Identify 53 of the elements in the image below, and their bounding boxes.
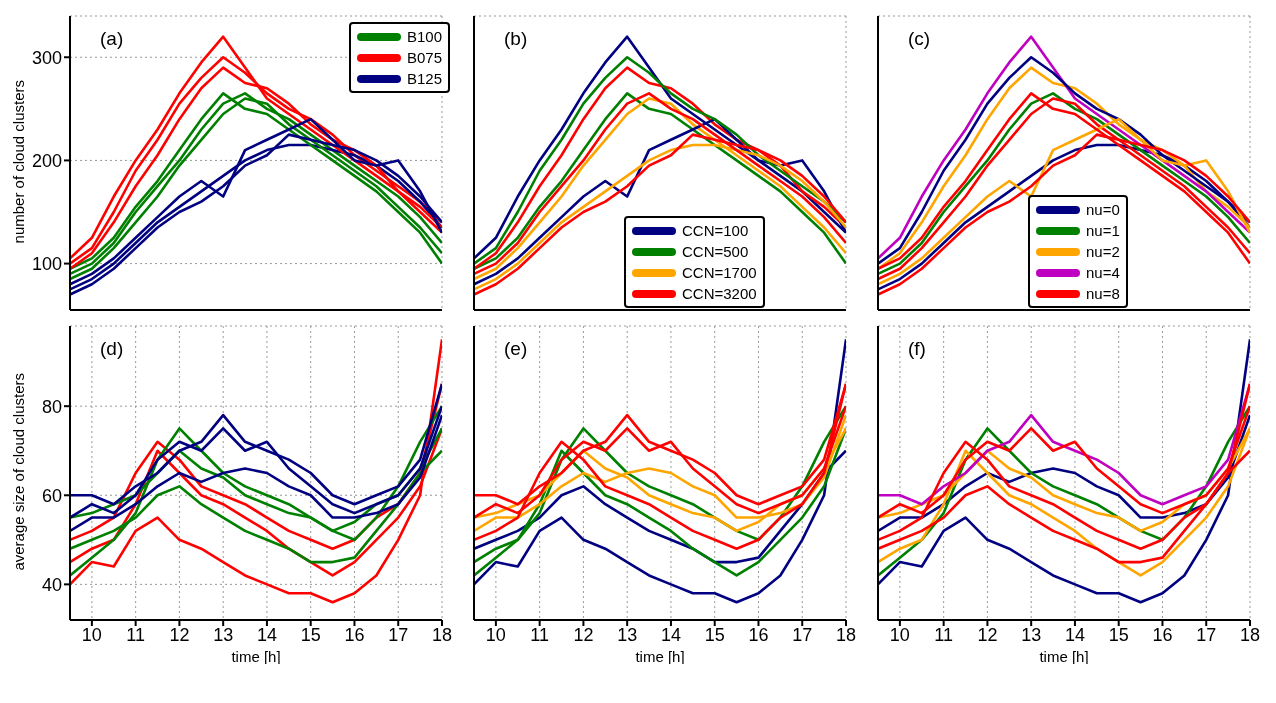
annotation: (d) bbox=[100, 338, 124, 360]
y-tick-label: 60 bbox=[41, 485, 62, 506]
x-tick-label: 14 bbox=[660, 624, 681, 645]
legend-label: nu=8 bbox=[1086, 285, 1120, 302]
x-tick-label: 10 bbox=[485, 624, 506, 645]
x-tick-label: 16 bbox=[1152, 624, 1173, 645]
x-tick-label: 18 bbox=[835, 624, 857, 645]
annotation: (e) bbox=[504, 338, 528, 360]
legend-label: nu=1 bbox=[1086, 222, 1120, 239]
legend-label: B075 bbox=[406, 49, 442, 66]
x-tick-label: 10 bbox=[81, 624, 102, 645]
x-tick-label: 17 bbox=[1196, 624, 1217, 645]
x-tick-label: 15 bbox=[300, 624, 321, 645]
x-tick-label: 13 bbox=[213, 624, 234, 645]
x-tick-label: 11 bbox=[530, 624, 549, 645]
annotation: (f) bbox=[908, 338, 926, 360]
legend-label: CCN=500 bbox=[682, 243, 749, 260]
x-tick-label: 18 bbox=[1239, 624, 1261, 645]
x-tick-label: 16 bbox=[748, 624, 769, 645]
annotation: (a) bbox=[100, 28, 124, 50]
x-tick-label: 12 bbox=[573, 624, 594, 645]
y-axis-title: average size of cloud clusters bbox=[9, 373, 27, 571]
annotation: (c) bbox=[908, 28, 931, 50]
legend-label: CCN=100 bbox=[682, 222, 749, 239]
x-tick-label: 17 bbox=[792, 624, 813, 645]
x-tick-label: 15 bbox=[704, 624, 725, 645]
x-tick-label: 12 bbox=[977, 624, 998, 645]
legend-label: nu=2 bbox=[1086, 243, 1120, 260]
legend-label: B100 bbox=[406, 28, 442, 45]
y-tick-label: 40 bbox=[41, 574, 62, 595]
legend-label: B125 bbox=[406, 70, 442, 87]
x-tick-label: 10 bbox=[889, 624, 910, 645]
x-tick-label: 16 bbox=[344, 624, 365, 645]
legend-label: nu=4 bbox=[1086, 264, 1120, 281]
y-tick-label: 200 bbox=[31, 150, 62, 171]
x-tick-label: 18 bbox=[431, 624, 453, 645]
y-axis-title: number of cloud clusters bbox=[9, 80, 27, 244]
y-tick-label: 100 bbox=[31, 253, 62, 274]
x-tick-label: 17 bbox=[388, 624, 409, 645]
x-tick-label: 13 bbox=[1021, 624, 1042, 645]
x-tick-label: 11 bbox=[126, 624, 145, 645]
annotation: (b) bbox=[504, 28, 528, 50]
x-tick-label: 15 bbox=[1108, 624, 1129, 645]
x-tick-label: 14 bbox=[1064, 624, 1085, 645]
y-tick-label: 300 bbox=[31, 47, 62, 68]
x-tick-label: 14 bbox=[256, 624, 277, 645]
legend-label: CCN=3200 bbox=[682, 285, 757, 302]
legend-label: nu=0 bbox=[1086, 201, 1120, 218]
x-tick-label: 13 bbox=[617, 624, 638, 645]
x-tick-label: 12 bbox=[169, 624, 190, 645]
x-tick-label: 11 bbox=[934, 624, 953, 645]
y-tick-label: 80 bbox=[41, 396, 62, 417]
legend-label: CCN=1700 bbox=[682, 264, 757, 281]
